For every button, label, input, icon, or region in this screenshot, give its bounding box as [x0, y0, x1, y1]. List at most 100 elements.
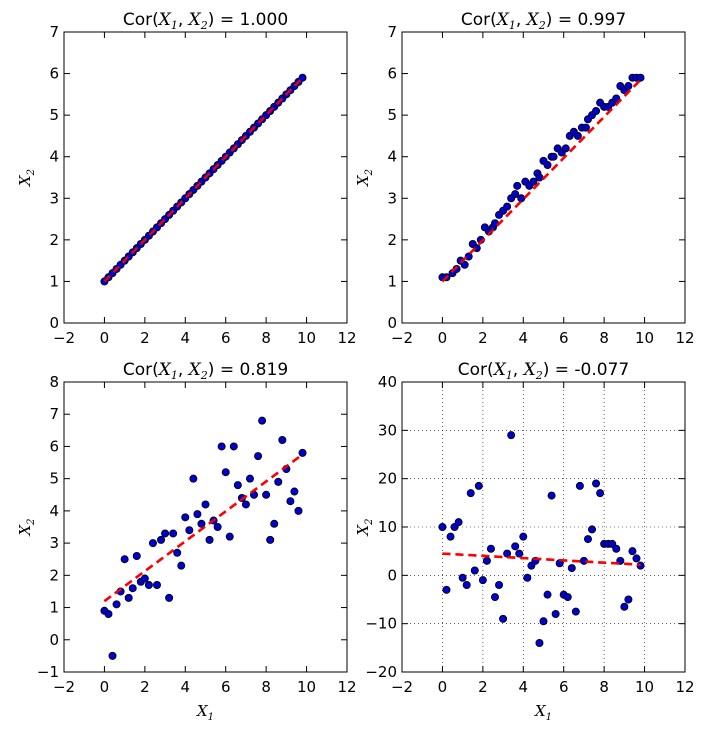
data-point — [177, 561, 186, 570]
data-point — [140, 574, 149, 583]
title-sub1: 1 — [171, 369, 178, 382]
y-tick-label: 5 — [49, 106, 59, 124]
data-point — [588, 525, 597, 534]
y-tick-label: 10 — [378, 518, 397, 536]
title-suffix: ) = -0.077 — [543, 360, 630, 380]
data-point — [628, 547, 637, 556]
data-point — [108, 651, 117, 660]
x-tick-label: 0 — [100, 678, 110, 696]
x-tick-label: 8 — [599, 678, 609, 696]
title-sub2: 2 — [200, 369, 208, 382]
data-point — [112, 600, 121, 609]
chart-title: Cor(X1, X2) = 0.819 — [123, 360, 288, 382]
data-point — [245, 474, 254, 483]
data-point — [517, 194, 526, 203]
data-point — [205, 535, 214, 544]
data-point — [486, 544, 495, 553]
y-axis-label-var: X — [354, 524, 372, 537]
data-point — [442, 585, 451, 594]
y-tick-label: 6 — [387, 65, 397, 83]
fit-line-overlay — [103, 453, 304, 603]
title-var1: X — [157, 10, 172, 30]
title-sep: , — [178, 360, 189, 380]
title-var2: X — [525, 10, 540, 30]
data-point — [294, 506, 303, 515]
data-point — [482, 556, 491, 565]
x-tick-label: 10 — [297, 678, 316, 696]
data-point — [197, 519, 206, 528]
y-tick-label: 6 — [49, 437, 59, 455]
data-point — [535, 173, 544, 182]
y-tick-label: 4 — [387, 148, 397, 166]
data-point — [104, 610, 113, 619]
data-point — [446, 532, 455, 541]
data-point — [225, 532, 234, 541]
data-point — [278, 435, 287, 444]
title-sub2: 2 — [200, 19, 208, 32]
y-tick-label: 3 — [49, 534, 59, 552]
data-point — [567, 564, 576, 573]
x-tick-label: 4 — [181, 678, 191, 696]
data-point — [529, 177, 538, 186]
plot-frame — [63, 381, 348, 673]
data-point — [466, 489, 475, 498]
y-tick-label: 7 — [49, 23, 59, 41]
y-tick-label: −1 — [37, 663, 59, 681]
title-sep: , — [516, 10, 527, 30]
y-axis-label-sub: 2 — [364, 169, 375, 176]
y-tick-label: 30 — [378, 421, 397, 439]
chart-title: Cor(X1, X2) = -0.077 — [458, 360, 629, 382]
data-point — [233, 481, 242, 490]
x-axis-label-sub: 1 — [208, 712, 214, 723]
data-point — [583, 535, 592, 544]
data-point — [539, 617, 548, 626]
data-point — [161, 529, 170, 538]
x-axis-label-var: X — [196, 702, 209, 720]
data-point — [632, 554, 641, 563]
data-point — [298, 73, 307, 82]
data-point — [575, 481, 584, 490]
data-point — [596, 489, 605, 498]
title-sub2: 2 — [535, 369, 543, 382]
y-axis-label: X2 — [16, 169, 37, 187]
x-tick-label: −2 — [53, 329, 75, 347]
y-tick-label: 7 — [387, 23, 397, 41]
data-point — [543, 161, 552, 170]
data-point — [258, 416, 267, 425]
data-point — [120, 555, 129, 564]
data-point — [571, 607, 580, 616]
x-tick-label: 0 — [100, 329, 110, 347]
fit-line-overlay — [442, 552, 641, 566]
data-point — [458, 573, 467, 582]
x-tick-label: −2 — [53, 678, 75, 696]
data-point — [592, 106, 601, 115]
title-suffix: ) = 1.000 — [208, 10, 288, 30]
data-point — [535, 639, 544, 648]
y-tick-label: 2 — [49, 231, 59, 249]
y-tick-label: 40 — [378, 373, 397, 391]
x-tick-label: 4 — [519, 678, 529, 696]
plot-frame — [401, 31, 686, 324]
y-tick-label: 5 — [387, 106, 397, 124]
x-tick-label: 6 — [221, 329, 231, 347]
title-prefix: Cor( — [458, 360, 494, 380]
data-point — [470, 566, 479, 575]
x-tick-label: 12 — [337, 678, 356, 696]
y-tick-label: 20 — [378, 470, 397, 488]
data-point — [499, 614, 508, 623]
y-axis-label-var: X — [16, 174, 34, 187]
data-point — [157, 535, 166, 544]
data-point — [152, 581, 161, 590]
data-point — [511, 190, 520, 199]
data-point — [201, 500, 210, 509]
data-point — [547, 491, 556, 500]
x-axis-label: X1 — [196, 702, 214, 723]
y-tick-label: 0 — [387, 314, 397, 332]
title-var1: X — [157, 360, 172, 380]
data-point — [169, 529, 178, 538]
data-point — [503, 202, 512, 211]
data-point — [495, 581, 504, 590]
